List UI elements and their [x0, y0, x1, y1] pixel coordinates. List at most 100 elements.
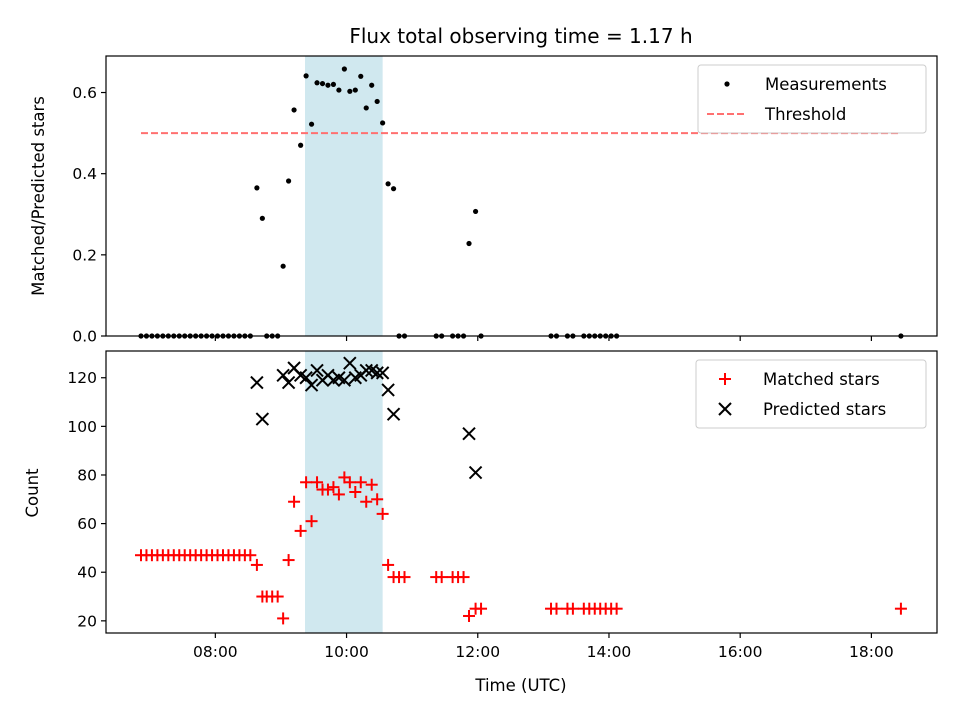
legend-label-matched: Matched stars [763, 370, 880, 389]
legend-label-threshold: Threshold [764, 105, 846, 124]
matched-star-point [321, 483, 334, 496]
bottom-y-tick-label: 60 [77, 515, 97, 533]
predicted-star-point [375, 366, 390, 380]
bottom-legend: Matched stars Predicted stars [695, 359, 927, 429]
predicted-star-point [359, 363, 373, 378]
matched-star-point [300, 476, 313, 489]
matched-stars-points [134, 471, 907, 625]
measurement-point [298, 142, 304, 148]
measurement-point [330, 81, 337, 88]
chart-title: Flux total observing time = 1.17 h [349, 24, 692, 48]
predicted-star-point [381, 383, 395, 397]
bottom-x-tick-label: 12:00 [455, 643, 500, 661]
top-y-tick-label: 0.2 [72, 246, 97, 264]
measurement-point [291, 107, 297, 113]
legend-label-measurements: Measurements [765, 75, 887, 94]
matched-star-point [566, 602, 579, 615]
predicted-star-point [281, 375, 296, 390]
matched-star-point [475, 602, 488, 615]
top-highlight-span [305, 56, 383, 336]
matched-star-point [311, 476, 324, 489]
predicted-star-stroke [364, 363, 379, 378]
predicted-star-stroke [337, 373, 352, 387]
bottom-y-tick-label: 20 [77, 612, 97, 630]
predicted-star-stroke [462, 426, 476, 441]
bottom-x-tick-label: 14:00 [587, 643, 632, 661]
matched-star-point [435, 571, 448, 584]
matched-star-point [288, 495, 301, 508]
matched-star-point [294, 524, 307, 537]
measurement-point [380, 120, 386, 126]
measurement-point [363, 105, 369, 111]
matched-star-point [365, 478, 378, 491]
matched-star-point [250, 558, 263, 571]
measurement-point [286, 178, 292, 184]
bottom-x-tick-label: 16:00 [718, 643, 763, 661]
matched-star-point [463, 609, 476, 622]
bottom-y-tick-label: 40 [77, 564, 97, 582]
predicted-star-stroke [386, 407, 401, 421]
top-y-tick-label: 0.0 [72, 328, 97, 346]
predicted-star-stroke [381, 383, 395, 397]
bottom-y-ticks: 20 40 60 80 100 120 [67, 369, 106, 630]
predicted-star-stroke [281, 375, 296, 390]
predicted-star-stroke [343, 356, 357, 370]
top-y-axis-label: Matched/Predicted stars [29, 96, 48, 296]
matched-star-point [550, 602, 563, 615]
measurement-point [358, 73, 364, 79]
measurement-point [374, 98, 380, 105]
predicted-star-stroke [332, 371, 346, 385]
predicted-star-stroke [370, 366, 384, 380]
measurement-point [466, 240, 472, 247]
predicted-star-point [276, 368, 290, 383]
predicted-star-point [304, 378, 319, 392]
bottom-x-ticks: 08:00 10:00 12:00 14:00 16:00 18:00 [193, 633, 894, 661]
predicted-star-point [255, 412, 270, 426]
bottom-legend-box [695, 359, 927, 429]
measurement-point [254, 185, 260, 191]
matched-star-point [382, 558, 395, 571]
measurement-point [385, 181, 391, 187]
measurement-point [325, 82, 331, 88]
matched-star-point [271, 590, 284, 603]
top-legend-box [697, 64, 927, 134]
legend-marker-predicted [718, 402, 732, 416]
measurement-point [390, 186, 397, 192]
top-y-tick-label: 0.6 [72, 84, 97, 102]
measurement-point [352, 87, 358, 93]
bottom-y-tick-label: 80 [77, 466, 97, 484]
matched-star-point [343, 476, 356, 489]
legend-label-predicted: Predicted stars [763, 400, 886, 419]
predicted-star-stroke [299, 371, 313, 385]
legend-marker-matched [719, 373, 731, 385]
matched-star-point [894, 602, 907, 615]
bottom-x-tick-label: 10:00 [324, 643, 369, 661]
matched-star-point [282, 554, 295, 567]
top-y-tick-label: 0.4 [72, 165, 97, 183]
predicted-star-stroke [375, 366, 390, 380]
predicted-star-point [250, 375, 264, 390]
bottom-y-axis-label: Count [23, 468, 42, 518]
predicted-star-stroke [293, 368, 308, 383]
predicted-star-point [386, 407, 401, 421]
matched-star-point [332, 488, 345, 501]
matched-star-point [610, 602, 623, 615]
bottom-x-tick-label: 18:00 [849, 643, 894, 661]
predicted-star-point [462, 426, 476, 441]
bottom-panel: 20 40 60 80 100 120 08:00 10:00 12:00 14:00 16:00… [23, 350, 938, 695]
measurement-point [259, 215, 265, 221]
matched-star-point [305, 515, 318, 528]
measurement-point [280, 263, 286, 269]
measurement-point [336, 87, 342, 93]
bottom-axes-frame [105, 350, 938, 634]
predicted-star-stroke [468, 465, 483, 480]
predicted-star-stroke [276, 368, 290, 383]
legend-marker-measurements [724, 81, 730, 87]
predicted-star-stroke [304, 378, 319, 392]
top-legend: Measurements Threshold [697, 64, 927, 134]
predicted-star-stroke [310, 363, 324, 378]
predicted-star-point [310, 363, 324, 378]
matched-star-point [376, 507, 389, 520]
matched-star-point [398, 571, 411, 584]
